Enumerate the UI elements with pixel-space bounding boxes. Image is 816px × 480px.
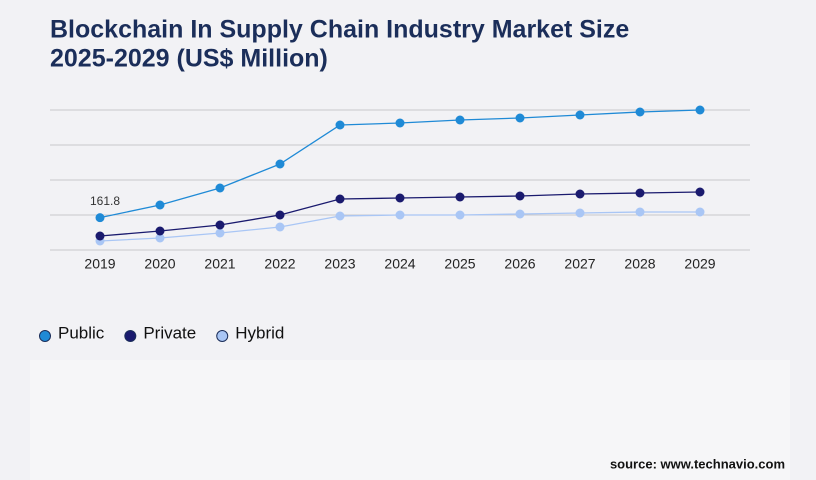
legend-marker bbox=[124, 330, 137, 342]
point bbox=[275, 210, 285, 220]
x-tick-label: 2028 bbox=[624, 256, 655, 272]
point bbox=[335, 120, 345, 130]
x-tick-label: 2024 bbox=[384, 256, 415, 272]
point bbox=[515, 113, 525, 123]
x-tick-label: 2020 bbox=[144, 256, 175, 272]
point bbox=[635, 207, 645, 217]
point bbox=[215, 228, 225, 238]
legend-label: Private bbox=[143, 323, 196, 342]
point bbox=[515, 191, 525, 201]
point bbox=[635, 188, 645, 198]
legend-label: Public bbox=[58, 323, 105, 342]
point bbox=[335, 194, 345, 204]
x-tick-label: 2019 bbox=[84, 256, 115, 272]
x-tick-label: 2022 bbox=[264, 256, 295, 272]
point bbox=[395, 210, 405, 220]
point bbox=[95, 213, 105, 223]
point bbox=[515, 209, 525, 219]
point bbox=[455, 115, 465, 125]
point bbox=[455, 210, 465, 220]
point bbox=[575, 189, 585, 199]
point bbox=[215, 220, 225, 230]
point bbox=[395, 193, 405, 203]
point bbox=[575, 208, 585, 218]
chart-title: Blockchain In Supply Chain Industry Mark… bbox=[50, 16, 629, 44]
source: source: www.technavio.com bbox=[610, 456, 785, 471]
point bbox=[335, 211, 345, 221]
value-label: 161.8 bbox=[90, 194, 120, 208]
point bbox=[275, 159, 285, 169]
point bbox=[275, 222, 285, 232]
point bbox=[215, 183, 225, 193]
x-tick-label: 2025 bbox=[444, 256, 475, 272]
x-tick-label: 2021 bbox=[204, 256, 235, 272]
point bbox=[695, 207, 705, 217]
legend-marker bbox=[216, 330, 229, 342]
x-tick-label: 2026 bbox=[504, 256, 535, 272]
legend-marker bbox=[39, 330, 51, 342]
point bbox=[395, 118, 405, 128]
point bbox=[95, 231, 105, 241]
point bbox=[455, 192, 465, 202]
panel bbox=[30, 360, 790, 480]
point bbox=[695, 187, 705, 197]
x-tick-label: 2023 bbox=[324, 256, 355, 272]
point bbox=[575, 110, 585, 120]
legend-label: Hybrid bbox=[235, 323, 284, 342]
point bbox=[155, 226, 165, 236]
point bbox=[155, 233, 165, 243]
point bbox=[155, 200, 165, 210]
point bbox=[695, 105, 705, 115]
x-tick-label: 2027 bbox=[564, 256, 595, 272]
chart-title: 2025-2029 (US$ Million) bbox=[50, 45, 328, 73]
point bbox=[635, 107, 645, 117]
x-tick-label: 2029 bbox=[684, 256, 715, 272]
